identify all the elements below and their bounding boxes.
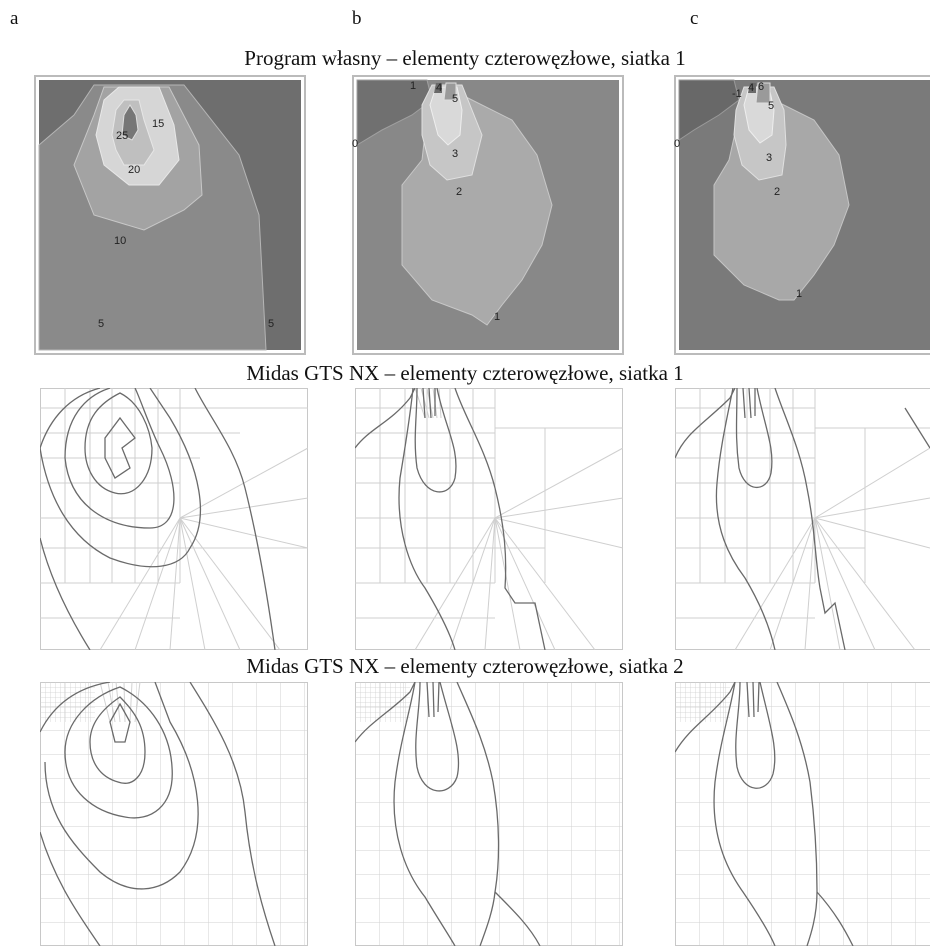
contour-label: 4 <box>436 82 442 94</box>
mesh2-panel-c <box>675 682 930 946</box>
contour-label: 1 <box>796 288 802 300</box>
contour-label: 15 <box>152 118 164 130</box>
contour-label: 3 <box>452 148 458 160</box>
contour-label: 25 <box>116 130 128 142</box>
contour-label: 6 <box>758 81 764 93</box>
column-label-c: c <box>690 8 699 29</box>
contour-label: 5 <box>452 93 458 105</box>
contour-label: 5 <box>768 100 774 112</box>
column-label-b: b <box>352 8 362 29</box>
row-title-1: Program własny – elementy czterowęzłowe,… <box>244 46 686 70</box>
mesh1-panel-a <box>40 388 308 650</box>
contour-label: 5 <box>98 318 104 330</box>
mesh2-panel-a <box>40 682 308 946</box>
contour-label: -1 <box>732 88 742 100</box>
mesh1-panel-b <box>355 388 623 650</box>
contour-label: 2 <box>774 186 780 198</box>
column-label-a: a <box>10 8 19 29</box>
contour-map-c: -1 4 6 5 0 3 2 1 <box>674 75 930 355</box>
contour-label: 3 <box>766 152 772 164</box>
contour-label: 10 <box>114 235 126 247</box>
contour-label: 1 <box>410 80 416 92</box>
mesh2-panel-b <box>355 682 623 946</box>
contour-label: 1 <box>494 311 500 323</box>
mesh1-panel-c <box>675 388 930 650</box>
contour-label: 5 <box>268 318 274 330</box>
row-title-2: Midas GTS NX – elementy czterowęzłowe, s… <box>246 361 684 385</box>
contour-label: 0 <box>674 138 680 150</box>
contour-map-a: 25 15 20 10 5 5 <box>34 75 306 355</box>
contour-label: 20 <box>128 164 140 176</box>
contour-label: 0 <box>352 138 358 150</box>
contour-label: 2 <box>456 186 462 198</box>
row-title-3: Midas GTS NX – elementy czterowęzłowe, s… <box>246 654 684 678</box>
contour-map-b: 1 4 5 0 3 2 1 <box>352 75 624 355</box>
contour-label: 4 <box>748 82 754 94</box>
